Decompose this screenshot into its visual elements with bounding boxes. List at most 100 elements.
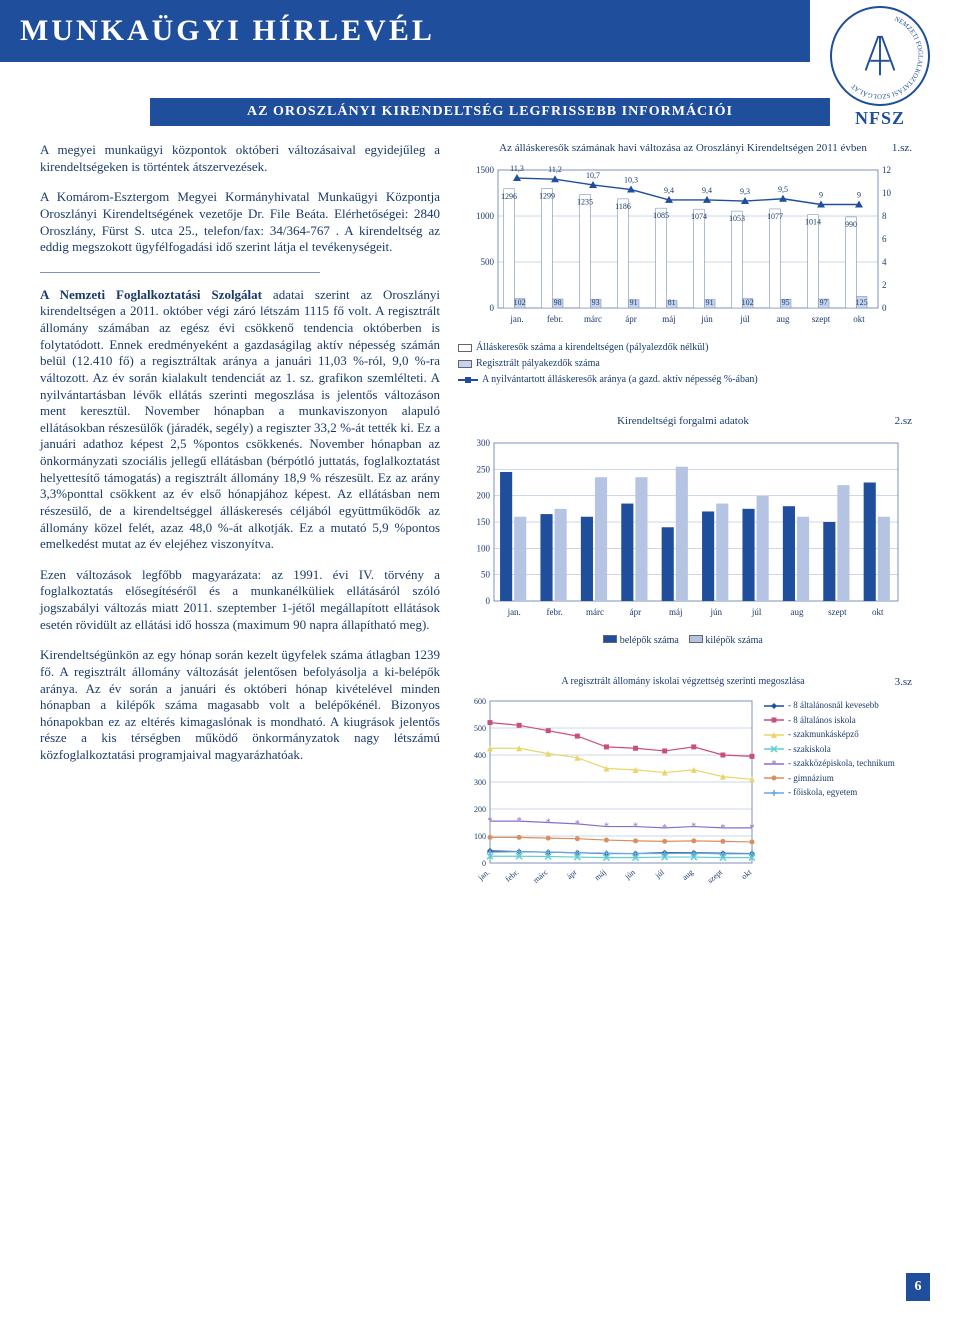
svg-text:*: * bbox=[691, 822, 696, 833]
svg-text:250: 250 bbox=[477, 464, 491, 474]
svg-text:aug: aug bbox=[777, 314, 790, 324]
paragraph-1: A megyei munkaügyi központok októberi vá… bbox=[40, 142, 440, 175]
chart-1-svg: 0500100015000246810121296102jan.129998fe… bbox=[458, 160, 908, 330]
chart-3-legend: - 8 általánosnál kevesebb- 8 általános i… bbox=[764, 699, 904, 893]
svg-text:máj: máj bbox=[593, 868, 608, 883]
svg-text:1500: 1500 bbox=[476, 165, 495, 175]
svg-text:ápr: ápr bbox=[630, 607, 642, 617]
svg-text:1014: 1014 bbox=[805, 218, 821, 227]
chart-2: Kirendeltségi forgalmi adatok 2.sz 05010… bbox=[458, 415, 908, 648]
page-number: 6 bbox=[906, 1273, 930, 1301]
paragraph-4: Ezen változások legfőbb magyarázata: az … bbox=[40, 567, 440, 634]
svg-text:12: 12 bbox=[882, 165, 891, 175]
svg-text:jan.: jan. bbox=[507, 607, 521, 617]
svg-text:1053: 1053 bbox=[729, 214, 745, 223]
svg-text:1074: 1074 bbox=[691, 212, 707, 221]
logo-ring: NEMZETI FOGLALKOZTATÁSI SZOLGÁLAT bbox=[830, 6, 930, 106]
svg-text:200: 200 bbox=[477, 491, 491, 501]
divider bbox=[40, 272, 320, 273]
chart-3-legend-item: *- szakközépiskola, technikum bbox=[764, 757, 904, 771]
svg-text:*: * bbox=[750, 823, 755, 834]
chart-3-label: 3.sz bbox=[895, 676, 912, 688]
svg-text:600: 600 bbox=[474, 697, 486, 706]
svg-text:ápr: ápr bbox=[565, 867, 579, 881]
chart-2-label: 2.sz bbox=[895, 415, 912, 427]
svg-text:szept: szept bbox=[706, 867, 725, 885]
svg-text:*: * bbox=[720, 823, 725, 834]
chart-3-legend-item: - 8 általános iskola bbox=[764, 714, 904, 728]
svg-text:0: 0 bbox=[486, 596, 491, 606]
svg-text:márc: márc bbox=[586, 607, 604, 617]
svg-text:jan.: jan. bbox=[476, 868, 492, 883]
svg-text:*: * bbox=[488, 816, 493, 827]
svg-text:98: 98 bbox=[554, 298, 562, 307]
svg-text:1186: 1186 bbox=[615, 202, 631, 211]
svg-text:11,2: 11,2 bbox=[548, 165, 562, 174]
chart-1-title: Az álláskeresők számának havi változása … bbox=[458, 142, 908, 154]
chart-3-legend-item: - 8 általánosnál kevesebb bbox=[764, 699, 904, 713]
svg-text:*: * bbox=[517, 816, 522, 827]
svg-text:400: 400 bbox=[474, 751, 486, 760]
logo: NEMZETI FOGLALKOZTATÁSI SZOLGÁLAT NFSZ bbox=[820, 6, 940, 129]
chart-3-legend-item: - szakiskola bbox=[764, 743, 904, 757]
svg-text:*: * bbox=[772, 759, 777, 769]
paragraph-3: A Nemzeti Foglalkoztatási Szolgálat adat… bbox=[40, 287, 440, 553]
svg-text:febr.: febr. bbox=[547, 314, 563, 324]
logo-text: NFSZ bbox=[820, 108, 940, 129]
svg-text:febr.: febr. bbox=[546, 607, 562, 617]
svg-text:91: 91 bbox=[630, 298, 638, 307]
svg-text:NEMZETI FOGLALKOZTATÁSI SZOLGÁ: NEMZETI FOGLALKOZTATÁSI SZOLGÁLAT bbox=[850, 16, 923, 100]
chart-3-svg: 0100200300400500600jan.febr.márcáprmájjú… bbox=[458, 693, 758, 893]
svg-text:okt: okt bbox=[853, 314, 865, 324]
svg-text:91: 91 bbox=[706, 298, 714, 307]
svg-text:300: 300 bbox=[474, 778, 486, 787]
svg-text:máj: máj bbox=[669, 607, 683, 617]
chart-3-title: A regisztrált állomány iskolai végzettsé… bbox=[458, 676, 908, 687]
chart-2-legend: belépők száma kilépők száma bbox=[458, 633, 908, 648]
svg-text:0: 0 bbox=[482, 859, 486, 868]
chart-3-legend-item: - főiskola, egyetem bbox=[764, 786, 904, 800]
svg-text:10: 10 bbox=[882, 188, 892, 198]
chart-3-legend-item: - szakmunkásképző bbox=[764, 728, 904, 742]
svg-text:4: 4 bbox=[882, 257, 887, 267]
svg-text:febr.: febr. bbox=[504, 868, 521, 884]
svg-text:1235: 1235 bbox=[577, 197, 593, 206]
chart-1-legend: Álláskeresők száma a kirendeltségen (pál… bbox=[458, 340, 908, 387]
svg-text:*: * bbox=[604, 822, 609, 833]
svg-text:márc: márc bbox=[531, 867, 549, 884]
svg-text:50: 50 bbox=[481, 570, 491, 580]
svg-text:1299: 1299 bbox=[539, 191, 555, 200]
svg-text:150: 150 bbox=[477, 517, 491, 527]
svg-text:1000: 1000 bbox=[476, 211, 495, 221]
svg-text:júl: júl bbox=[751, 607, 762, 617]
svg-text:1077: 1077 bbox=[767, 212, 783, 221]
svg-text:100: 100 bbox=[477, 543, 491, 553]
svg-text:102: 102 bbox=[742, 298, 754, 307]
paragraph-2: A Komárom-Esztergom Megyei Kormányhivata… bbox=[40, 189, 440, 256]
svg-text:9: 9 bbox=[819, 191, 823, 200]
svg-text:*: * bbox=[633, 822, 638, 833]
svg-text:8: 8 bbox=[882, 211, 887, 221]
svg-text:jan.: jan. bbox=[509, 314, 523, 324]
chart-1: Az álláskeresők számának havi változása … bbox=[458, 142, 908, 387]
svg-text:102: 102 bbox=[514, 298, 526, 307]
svg-text:9,3: 9,3 bbox=[740, 187, 750, 196]
svg-text:11,3: 11,3 bbox=[510, 164, 524, 173]
chart-3-legend-item: - gimnázium bbox=[764, 772, 904, 786]
svg-text:81: 81 bbox=[668, 298, 676, 307]
svg-text:jún: jún bbox=[700, 314, 713, 324]
svg-text:*: * bbox=[575, 819, 580, 830]
svg-text:2: 2 bbox=[882, 280, 887, 290]
svg-text:szept: szept bbox=[812, 314, 831, 324]
svg-text:okt: okt bbox=[740, 867, 754, 881]
svg-text:aug: aug bbox=[791, 607, 804, 617]
svg-text:500: 500 bbox=[481, 257, 495, 267]
svg-text:6: 6 bbox=[882, 234, 887, 244]
svg-text:máj: máj bbox=[662, 314, 676, 324]
svg-text:szept: szept bbox=[828, 607, 847, 617]
svg-text:márc: márc bbox=[584, 314, 602, 324]
chart-1-label: 1.sz. bbox=[892, 142, 912, 154]
chart-2-title: Kirendeltségi forgalmi adatok bbox=[458, 415, 908, 427]
chart-3: A regisztrált állomány iskolai végzettsé… bbox=[458, 676, 908, 893]
subheader: AZ OROSZLÁNYI KIRENDELTSÉG LEGFRISSEBB I… bbox=[150, 98, 830, 126]
